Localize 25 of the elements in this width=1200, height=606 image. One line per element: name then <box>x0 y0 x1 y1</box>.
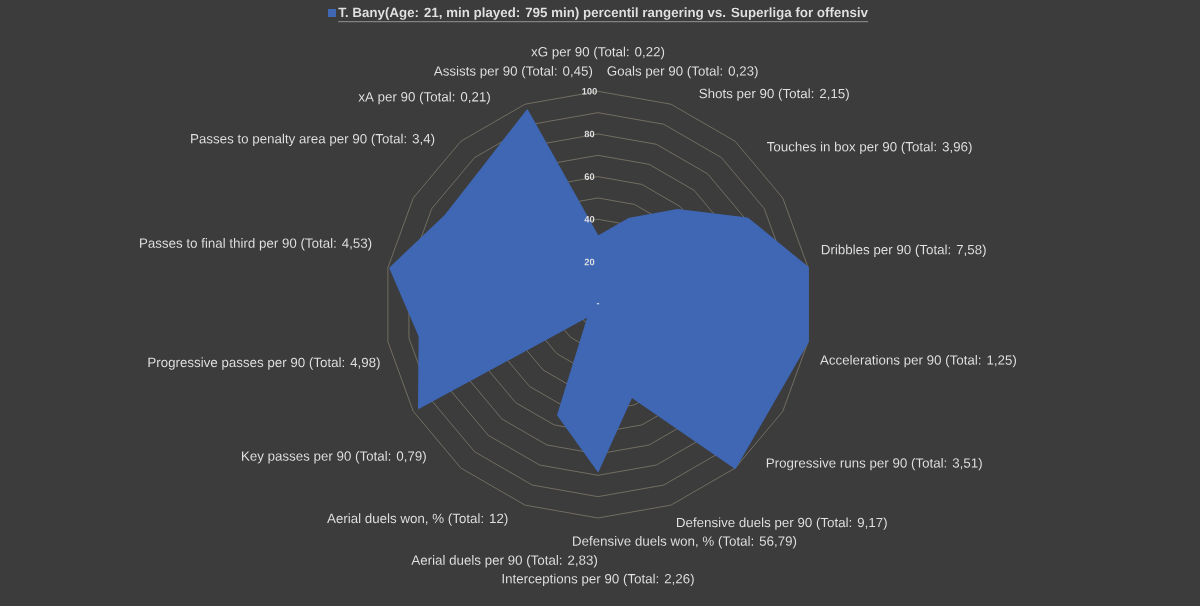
spoke-label: Defensive duels won, % (Total: 56,79) <box>573 536 797 549</box>
y-tick-label: 40 <box>584 216 595 223</box>
spoke-label: Accelerations per 90 (Total: 1,25) <box>819 354 1016 368</box>
spoke-label: xA per 90 (Total: 0,21) <box>358 91 490 105</box>
spoke-label: Assists per 90 (Total: 0,45) <box>433 65 593 79</box>
spoke-label: Key passes per 90 (Total: 0,79) <box>242 450 426 464</box>
y-tick-label: - <box>596 303 600 305</box>
spoke-label: Passes to final third per 90 (Total: 4,53) <box>140 238 372 251</box>
spoke-label: Progressive runs per 90 (Total: 3,51) <box>766 457 982 471</box>
y-tick-label: 80 <box>584 130 595 138</box>
legend-label: T. Bany(Age: 21, min played: 795 min) percentil rangering vs. Superliga for offensiv <box>338 7 868 20</box>
spoke-label: Progressive passes per 90 (Total: 4,98) <box>148 357 380 370</box>
spoke-label: Aerial duels per 90 (Total: 2,83) <box>411 555 598 568</box>
y-tick-label: 20 <box>584 258 595 266</box>
spoke-label: Goals per 90 (Total: 0,23) <box>607 65 758 79</box>
spoke-label: Defensive duels per 90 (Total: 9,17) <box>676 517 887 530</box>
spoke-label: Touches in box per 90 (Total: 3,96) <box>766 141 972 155</box>
spoke-label: Aerial duels won, % (Total: 12) <box>327 513 508 526</box>
spoke-label: Interceptions per 90 (Total: 2,26) <box>502 573 694 587</box>
spoke-label: Passes to penalty area per 90 (Total: 3,4) <box>191 133 435 147</box>
y-tick-label: 100 <box>582 88 597 95</box>
spoke-label: xG per 90 (Total: 0,22) <box>531 46 665 60</box>
spoke-label: Shots per 90 (Total: 2,15) <box>699 88 849 101</box>
spoke-label: Dribbles per 90 (Total: 7,58) <box>821 244 986 257</box>
y-tick-label: 60 <box>584 173 595 180</box>
